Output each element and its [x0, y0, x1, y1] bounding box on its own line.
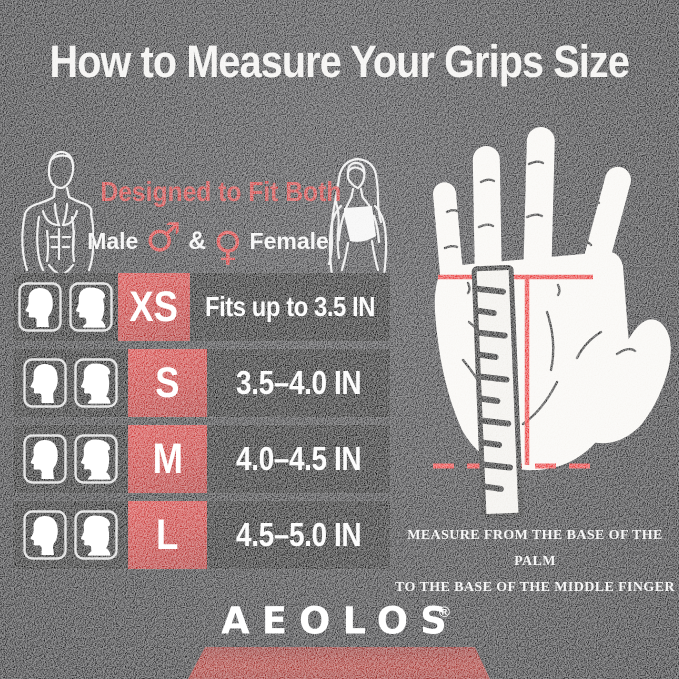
male-label: Male — [87, 227, 139, 254]
gender-icons-cell — [13, 358, 128, 408]
registered-trademark-icon: ® — [438, 604, 450, 621]
size-range: 4.5–5.0 IN — [235, 516, 362, 553]
gender-icons-cell — [13, 510, 128, 560]
gender-icons-cell — [13, 434, 128, 484]
size-badge: XS — [117, 273, 191, 341]
hand-with-ruler-diagram — [433, 127, 671, 520]
male-figure-illustration — [21, 150, 94, 277]
size-range: 3.5–4.0 IN — [235, 364, 362, 401]
page-title: How to Measure Your Grips Size — [49, 36, 630, 87]
size-table: XS Fits up to 3.5 IN S 3.5–4. — [13, 273, 390, 577]
ruler-icon — [471, 264, 524, 520]
hand-silhouette — [433, 127, 671, 471]
size-range: Fits up to 3.5 IN — [205, 291, 376, 322]
male-head-icon — [23, 510, 67, 560]
female-label: Female — [249, 227, 329, 254]
size-row-m: M 4.0–4.5 IN — [13, 425, 390, 493]
female-head-icon — [69, 282, 113, 332]
female-head-icon — [74, 358, 118, 408]
measure-note: MEASURE FROM THE BASE OF THE PALM TO THE… — [391, 523, 679, 601]
male-head-icon — [23, 434, 67, 484]
female-gender-icon: ♀ — [213, 224, 243, 270]
size-badge: L — [128, 501, 207, 569]
male-head-icon — [18, 282, 62, 332]
size-badge: S — [128, 349, 207, 417]
gender-line: Male ♂ & ♀ Female — [76, 215, 340, 267]
brand-name: AEOLOS — [221, 598, 459, 643]
gender-icons-cell — [13, 282, 118, 332]
ampersand: & — [188, 226, 207, 255]
female-head-icon — [74, 434, 118, 484]
size-row-xs: XS Fits up to 3.5 IN — [13, 273, 390, 341]
fit-heading: Designed to Fit Both — [100, 176, 342, 207]
measure-note-line2: TO THE BASE OF THE MIDDLE FINGER — [395, 580, 675, 595]
bottom-red-banner — [187, 647, 490, 679]
size-range: 4.0–4.5 IN — [235, 440, 362, 477]
size-row-s: S 3.5–4.0 IN — [13, 349, 390, 417]
male-gender-icon: ♂ — [145, 215, 182, 261]
size-badge: M — [128, 425, 207, 493]
female-head-icon — [74, 510, 118, 560]
measure-note-line1: MEASURE FROM THE BASE OF THE PALM — [407, 528, 663, 569]
male-head-icon — [23, 358, 67, 408]
brand-logo: AEOLOS® — [0, 598, 679, 643]
size-row-l: L 4.5–5.0 IN — [13, 501, 390, 569]
